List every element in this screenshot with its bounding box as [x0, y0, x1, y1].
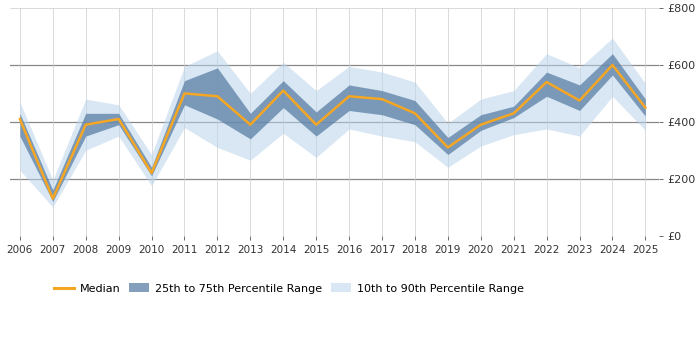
Legend: Median, 25th to 75th Percentile Range, 10th to 90th Percentile Range: Median, 25th to 75th Percentile Range, 1…	[50, 279, 528, 298]
